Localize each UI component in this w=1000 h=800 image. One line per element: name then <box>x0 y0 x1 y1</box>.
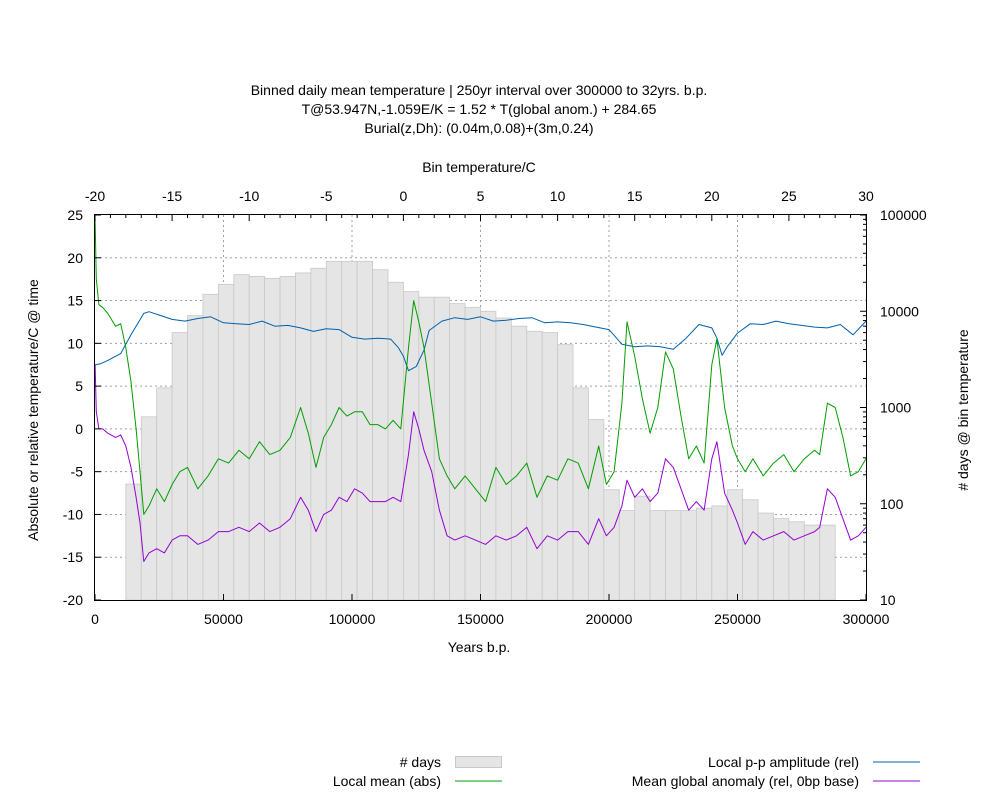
x2-tick-label: 15 <box>627 188 643 204</box>
y-tick-label: 5 <box>75 378 83 394</box>
legend-label-days: # days <box>400 754 441 770</box>
x-tick-label: 300000 <box>843 611 890 627</box>
histogram-bar <box>711 505 728 601</box>
legend-label-amplitude: Local p-p amplitude (rel) <box>708 754 859 770</box>
histogram-bar <box>248 276 266 601</box>
y-tick-label: -15 <box>63 549 83 565</box>
y2-tick-label: 100 <box>880 496 904 512</box>
y-tick-label: 10 <box>67 335 83 351</box>
histogram-bar <box>402 291 420 601</box>
y2-axis-label: # days @ bin temperature <box>955 329 971 491</box>
histogram-bar <box>464 306 481 601</box>
x2-axis-label: Bin temperature/C <box>422 159 536 175</box>
legend-label-global-anomaly: Mean global anomaly (rel, 0bp base) <box>632 773 859 789</box>
y2-tick-label: 1000 <box>880 400 911 416</box>
histogram-bar <box>341 260 358 601</box>
y-tick-label: 15 <box>67 293 83 309</box>
chart-title-line-1: Binned daily mean temperature | 250yr in… <box>251 82 708 98</box>
histogram-bar <box>125 483 142 601</box>
histogram-bar <box>618 510 636 601</box>
histogram-bar <box>649 510 666 601</box>
series-line-local-mean <box>94 219 867 515</box>
series-lines <box>94 219 867 562</box>
y-axis-label: Absolute or relative temperature/C @ tim… <box>25 279 41 541</box>
x2-tick-label: -15 <box>162 188 182 204</box>
histogram-bar <box>510 325 528 601</box>
histogram-bar <box>773 518 790 601</box>
y-tick-label: 25 <box>67 207 83 223</box>
y-tick-label: -10 <box>63 506 83 522</box>
histogram-bar <box>695 507 713 601</box>
x-tick-label: 100000 <box>329 611 376 627</box>
x-tick-label: 50000 <box>204 611 243 627</box>
histogram-bar <box>418 296 435 601</box>
histogram-bar <box>588 419 605 601</box>
plot-frame <box>94 214 867 601</box>
histogram-bar <box>356 260 373 601</box>
histogram-bar <box>372 269 389 601</box>
y2-tick-label: 100000 <box>880 207 927 223</box>
x2-tick-label: 30 <box>858 188 874 204</box>
x-tick-label: 150000 <box>457 611 504 627</box>
histogram-bar <box>665 510 682 601</box>
legend: # days Local mean (abs) Local p-p amplit… <box>333 754 920 789</box>
x2-tick-label: 5 <box>477 188 485 204</box>
histogram-bar <box>156 387 173 601</box>
histogram-bar <box>495 317 512 601</box>
y2-tick-label: 10 <box>880 592 896 608</box>
y-tick-label: 20 <box>67 250 83 266</box>
chart-title-line-2: T@53.947N,-1.059E/K = 1.52 * T(global an… <box>302 101 657 117</box>
histogram-bar <box>634 495 651 601</box>
x2-tick-label: 25 <box>781 188 797 204</box>
histogram-bar <box>325 260 343 601</box>
series-line-global-anomaly <box>94 364 867 562</box>
histogram-bar <box>788 521 805 601</box>
x2-tick-label: -5 <box>320 188 333 204</box>
x2-tick-label: 0 <box>400 188 408 204</box>
histogram-bar <box>680 510 697 601</box>
x2-tick-label: 20 <box>704 188 720 204</box>
chart-title-line-3: Burial(z,Dh): (0.04m,0.08)+(3m,0.24) <box>364 120 593 136</box>
histogram-bar <box>449 303 466 601</box>
y-tick-label: 0 <box>75 421 83 437</box>
histogram-bar <box>541 332 558 601</box>
histogram-bar <box>803 524 821 601</box>
histogram-bar <box>187 315 204 601</box>
histogram-bar <box>217 284 235 601</box>
histogram-bar <box>557 344 574 601</box>
histogram-bar <box>202 293 219 601</box>
axis-ticks: 0 50000 100000 150000 200000 250000 300000-20-… <box>63 188 927 627</box>
histogram-bar <box>757 512 774 601</box>
series-line-amplitude <box>95 311 867 372</box>
x2-tick-label: -10 <box>239 188 259 204</box>
x2-tick-label: 10 <box>550 188 566 204</box>
x-tick-label: 250000 <box>714 611 761 627</box>
histogram-bar <box>171 332 188 601</box>
days-histogram <box>125 260 836 601</box>
x2-tick-label: -20 <box>85 188 105 204</box>
histogram-bar <box>433 296 451 601</box>
histogram-bar <box>387 281 404 601</box>
x-tick-label: 0 <box>91 611 99 627</box>
legend-swatch-days <box>455 756 502 768</box>
y2-tick-label: 10000 <box>880 303 919 319</box>
histogram-bar <box>480 310 497 601</box>
legend-label-local-mean: Local mean (abs) <box>333 773 441 789</box>
histogram-bar <box>742 499 759 601</box>
histogram-bar <box>264 277 281 601</box>
x-axis-label: Years b.p. <box>448 639 511 655</box>
histogram-bar <box>572 387 589 601</box>
y-tick-label: -20 <box>63 592 83 608</box>
histogram-bar <box>526 330 543 601</box>
histogram-bar <box>310 267 327 601</box>
y-tick-label: -5 <box>71 464 84 480</box>
histogram-bar <box>726 489 744 601</box>
x-tick-label: 200000 <box>586 611 633 627</box>
histogram-bar <box>819 524 836 601</box>
histogram-bar <box>603 489 620 601</box>
